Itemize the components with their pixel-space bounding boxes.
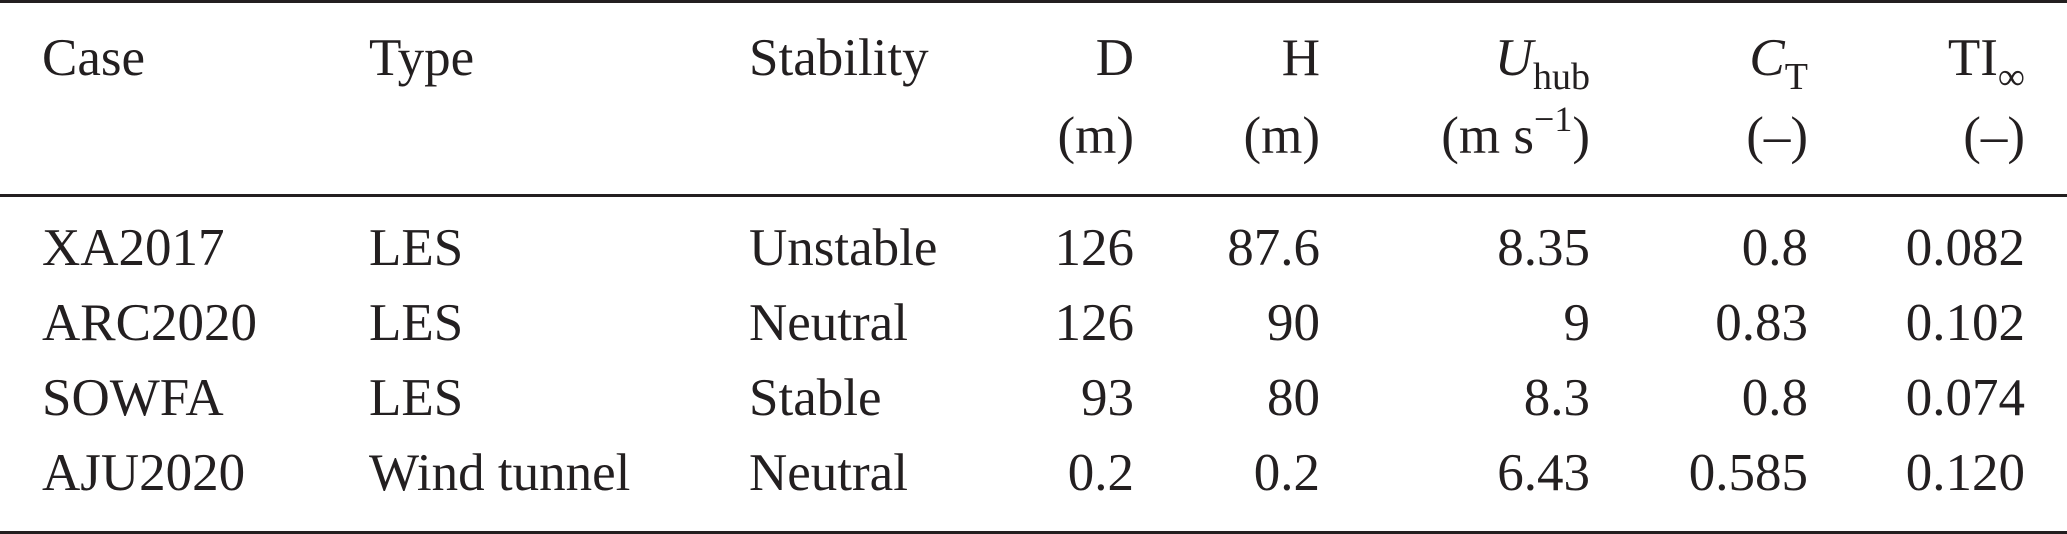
header-ct-subscript: T [1784,56,1808,98]
cell-h: 80 [1267,369,1320,427]
cell-case: AJU2020 [42,444,246,502]
unit-d: (m) [1057,107,1134,165]
cell-ti: 0.102 [1905,294,2025,352]
cell-type: LES [369,294,464,352]
cell-uhub: 8.35 [1497,219,1590,277]
header-d: D [1095,29,1134,87]
cell-ti: 0.120 [1905,444,2025,502]
cell-uhub: 8.3 [1523,369,1590,427]
header-type: Type [369,29,475,87]
cell-h: 90 [1267,294,1320,352]
cell-d: 126 [1054,219,1135,277]
cell-h: 0.2 [1253,444,1320,502]
unit-ti: (–) [1963,107,2025,165]
header-uhub-symbol: U [1494,29,1533,87]
header-case: Case [42,29,146,87]
header-ti: TI∞ [1830,28,2025,98]
cell-h: 87.6 [1227,219,1320,277]
cell-ti: 0.082 [1905,219,2025,277]
header-ti-subscript: ∞ [1997,56,2025,98]
cell-case: ARC2020 [42,294,257,352]
unit-uhub: (m s−1) [1350,99,1590,171]
header-ct: CT [1620,28,1808,98]
cell-ct: 0.585 [1688,444,1808,502]
cell-d: 0.2 [1067,444,1134,502]
cell-case: SOWFA [42,369,224,427]
cell-ct: 0.83 [1715,294,1808,352]
cell-case: XA2017 [42,219,225,277]
unit-h: (m) [1243,107,1320,165]
header-uhub-subscript: hub [1533,56,1590,98]
cell-type: Wind tunnel [369,444,631,502]
top-rule [0,0,2067,3]
cell-stability: Neutral [749,294,908,352]
header-stability: Stability [749,29,929,87]
cell-ct: 0.8 [1741,219,1808,277]
unit-ct: (–) [1746,107,1808,165]
header-rule [0,194,2067,197]
cell-uhub: 9 [1563,294,1591,352]
cell-stability: Unstable [749,219,938,277]
cell-stability: Stable [749,369,882,427]
cell-type: LES [369,219,464,277]
header-ti-symbol: TI [1947,29,1998,87]
unit-uhub-close: ) [1572,107,1590,165]
cell-type: LES [369,369,464,427]
cell-stability: Neutral [749,444,908,502]
cell-ct: 0.8 [1741,369,1808,427]
header-ct-symbol: C [1749,29,1785,87]
cell-uhub: 6.43 [1497,444,1590,502]
header-uhub: Uhub [1350,28,1590,98]
unit-uhub-main: (m s [1441,107,1535,165]
unit-uhub-exponent: −1 [1534,99,1573,139]
bottom-rule [0,531,2067,534]
header-h: H [1281,29,1320,87]
cell-d: 126 [1054,294,1135,352]
cell-ti: 0.074 [1905,369,2025,427]
cell-d: 93 [1081,369,1134,427]
